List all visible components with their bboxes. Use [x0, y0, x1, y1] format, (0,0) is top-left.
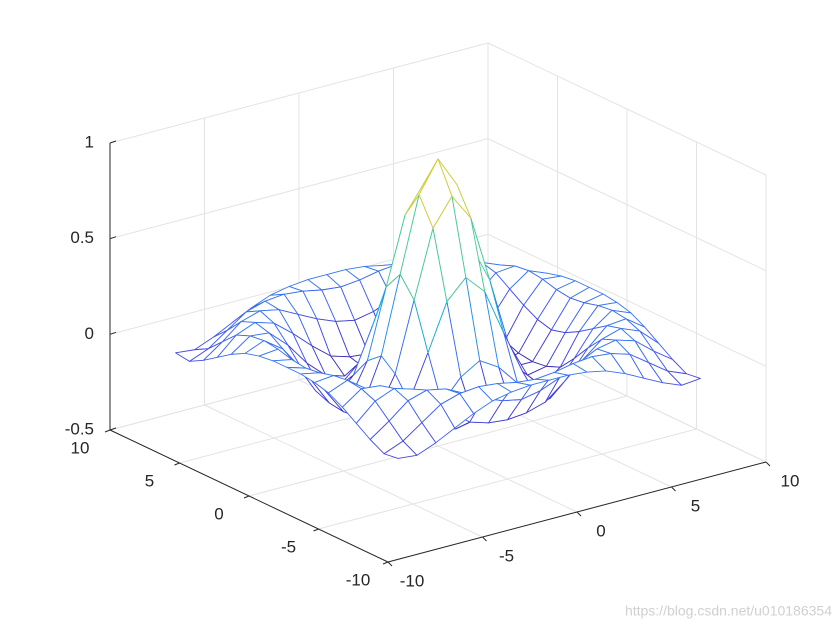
x-tick-label: -10: [400, 571, 425, 590]
mesh-layer: [175, 158, 701, 459]
y-tick-label: 10: [71, 438, 90, 457]
z-tick-label: 0: [85, 324, 94, 343]
y-tick: [313, 528, 319, 532]
z-tick: [109, 427, 117, 431]
y-tick: [174, 462, 180, 466]
y-tick: [243, 495, 250, 499]
z-tick: [109, 236, 117, 240]
z-tick: [109, 140, 117, 144]
z-tick-label: 1: [85, 132, 94, 151]
z-tick-label: -0.5: [65, 419, 94, 438]
x-tick-label: 5: [691, 496, 700, 515]
grid-line: [248, 395, 628, 497]
grid-line: [487, 42, 767, 176]
grid-line: [487, 233, 767, 367]
watermark: https://blog.csdn.net/u010186354: [625, 603, 832, 619]
y-tick-label: -5: [281, 537, 296, 556]
x-tick-label: 0: [596, 521, 605, 540]
y-tick-label: 5: [145, 471, 154, 490]
x-tick-label: -5: [499, 546, 514, 565]
mesh-cell: [418, 158, 453, 229]
grid-line: [318, 428, 697, 530]
z-tick: [109, 331, 117, 335]
grid-line: [487, 138, 767, 272]
x-tick: [482, 536, 487, 542]
x-tick: [671, 486, 676, 492]
y-tick-label: -10: [346, 570, 371, 589]
x-tick: [387, 561, 393, 567]
y-tick-label: 0: [214, 504, 223, 523]
x-tick: [765, 461, 771, 467]
grid-line: [109, 42, 489, 144]
z-tick-label: 0.5: [70, 228, 94, 247]
mesh-cell: [383, 440, 418, 459]
x-tick: [576, 511, 582, 517]
box-edge: [387, 461, 767, 563]
y-tick: [382, 561, 389, 565]
x-tick-label: 10: [781, 471, 800, 490]
grid-line: [109, 138, 489, 240]
y-tick: [104, 429, 111, 433]
